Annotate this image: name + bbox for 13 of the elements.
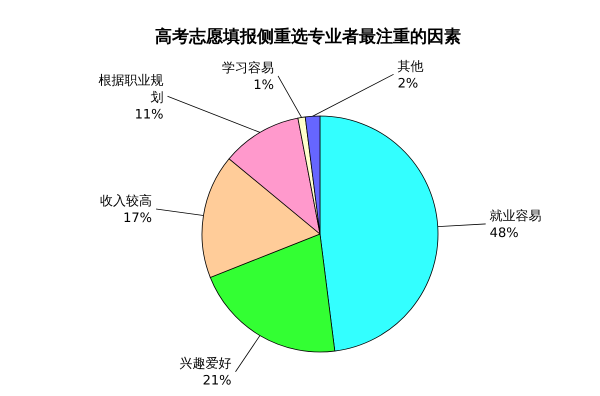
data-label: 11%: [134, 107, 164, 122]
slice-label: 根据职业规划: [98, 73, 164, 106]
slice-label: 收入较高: [100, 192, 152, 209]
data-label: 2%: [398, 76, 418, 92]
slice-label: 就业容易: [490, 208, 542, 224]
data-label: 1%: [253, 78, 274, 93]
chart-title: 高考志愿填报侧重选专业者最注重的因素: [155, 27, 461, 47]
data-label: 17%: [123, 210, 152, 226]
slice-label: 学习容易: [222, 60, 274, 76]
data-label: 21%: [202, 374, 232, 389]
slice-label: 兴趣爱好: [180, 356, 232, 372]
slice-label: 其他: [398, 59, 424, 74]
data-label: 48%: [490, 226, 519, 241]
